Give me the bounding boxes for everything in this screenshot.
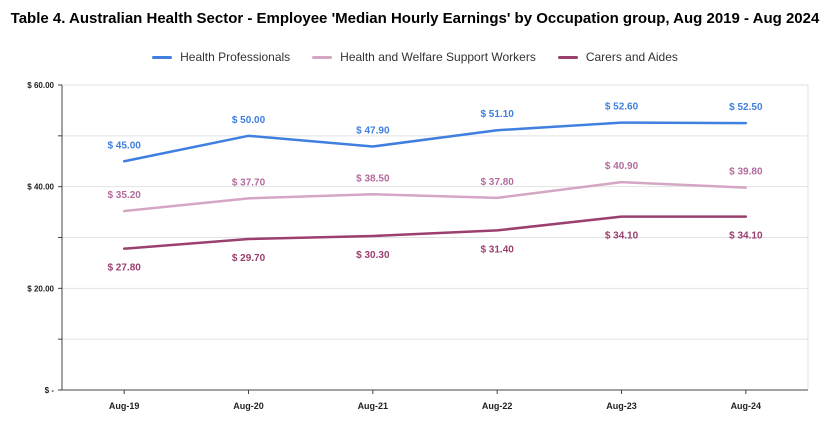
legend-label-health-professionals: Health Professionals — [180, 50, 291, 64]
series-line-1 — [122, 180, 748, 213]
series-line-2 — [122, 215, 748, 250]
legend-label-support-workers: Health and Welfare Support Workers — [340, 50, 536, 64]
data-label: $ 39.80 — [729, 167, 763, 178]
x-tick-label: Aug-24 — [731, 401, 762, 411]
data-label: $ 52.60 — [605, 102, 639, 113]
x-tick-label: Aug-23 — [606, 401, 637, 411]
y-tick-label: $ 40.00 — [27, 183, 54, 192]
data-label: $ 47.90 — [356, 126, 390, 137]
data-label: $ 27.80 — [107, 263, 141, 274]
data-label: $ 45.00 — [107, 140, 141, 151]
x-tick-label: Aug-19 — [109, 401, 140, 411]
y-tick-label: $ - — [45, 386, 55, 395]
data-label: $ 50.00 — [232, 115, 266, 126]
series-line-0 — [122, 121, 748, 163]
legend-swatch-support-workers — [312, 55, 333, 59]
data-label: $ 29.70 — [232, 253, 266, 264]
data-label: $ 35.20 — [107, 190, 141, 201]
legend-swatch-health-professionals — [152, 55, 173, 59]
x-tick-label: Aug-21 — [358, 401, 389, 411]
data-label: $ 38.50 — [356, 173, 390, 184]
x-tick-label: Aug-20 — [233, 401, 264, 411]
data-label: $ 37.80 — [480, 177, 514, 188]
legend-item-carers-aides[interactable]: Carers and Aides — [557, 50, 678, 64]
data-label: $ 30.30 — [356, 250, 390, 261]
legend-swatch-carers-aides — [557, 55, 578, 59]
legend-label-carers-aides: Carers and Aides — [585, 50, 678, 64]
data-label: $ 31.40 — [480, 244, 514, 255]
y-tick-label: $ 60.00 — [27, 81, 54, 90]
data-label: $ 34.10 — [605, 231, 639, 242]
legend: Health Professionals Health and Welfare … — [0, 50, 830, 64]
legend-item-support-workers[interactable]: Health and Welfare Support Workers — [312, 50, 536, 64]
data-label: $ 51.10 — [480, 109, 514, 120]
y-tick-label: $ 20.00 — [27, 284, 54, 293]
legend-item-health-professionals[interactable]: Health Professionals — [152, 50, 290, 64]
data-label: $ 40.90 — [605, 161, 639, 172]
chart-title: Table 4. Australian Health Sector - Empl… — [10, 10, 820, 27]
data-label: $ 52.50 — [729, 102, 763, 113]
x-tick-label: Aug-22 — [482, 401, 513, 411]
data-label: $ 37.70 — [232, 177, 266, 188]
data-label: $ 34.10 — [729, 231, 763, 242]
